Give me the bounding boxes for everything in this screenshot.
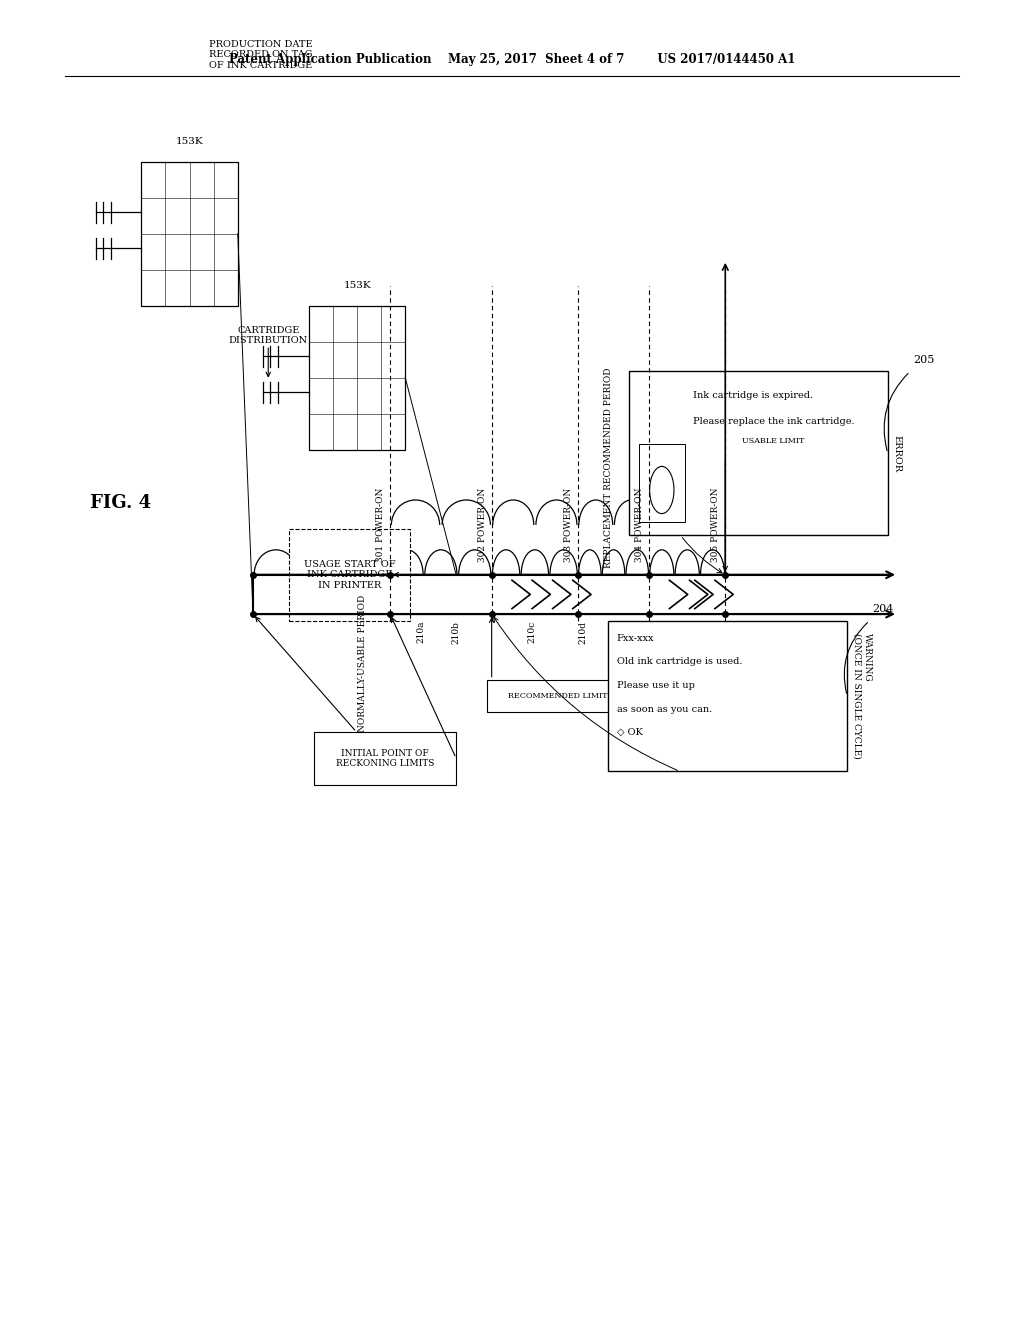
Text: as soon as you can.: as soon as you can. (616, 705, 712, 714)
Bar (314, 733, 456, 784)
Text: 210d: 210d (579, 620, 588, 644)
Text: 304 POWER-ON: 304 POWER-ON (635, 487, 644, 561)
Text: PRODUCTION DATE
RECORDED ON TAG
OF INK CARTRIDGE: PRODUCTION DATE RECORDED ON TAG OF INK C… (209, 40, 312, 70)
Text: 303 POWER-ON: 303 POWER-ON (564, 487, 573, 561)
Bar (486, 680, 629, 713)
Bar (608, 620, 847, 771)
Bar (357, 306, 406, 378)
Text: ERROR: ERROR (893, 434, 902, 473)
Text: WARNING
(ONCE IN SINGLE CYCLE): WARNING (ONCE IN SINGLE CYCLE) (852, 634, 871, 759)
Text: Old ink cartridge is used.: Old ink cartridge is used. (616, 657, 742, 667)
Text: 305 POWER-ON: 305 POWER-ON (712, 487, 720, 561)
Text: INITIAL POINT OF
RECKONING LIMITS: INITIAL POINT OF RECKONING LIMITS (336, 748, 434, 768)
Bar (720, 425, 826, 457)
Text: Please use it up: Please use it up (616, 681, 694, 690)
Text: Please replace the ink cartridge.: Please replace the ink cartridge. (693, 417, 854, 426)
Text: 301 POWER-ON: 301 POWER-ON (376, 487, 385, 561)
Text: NORMALLY-USABLE PERIOD: NORMALLY-USABLE PERIOD (357, 595, 367, 733)
Text: Fxx-xxx: Fxx-xxx (616, 634, 654, 643)
Text: Ink cartridge is expired.: Ink cartridge is expired. (693, 391, 813, 400)
Text: CARTRIDGE
DISTRIBUTION: CARTRIDGE DISTRIBUTION (228, 326, 308, 345)
Text: REPLACEMENT RECOMMENDED PERIOD: REPLACEMENT RECOMMENDED PERIOD (604, 368, 613, 568)
Bar (189, 161, 238, 234)
Text: 153K: 153K (343, 281, 371, 290)
Text: USABLE LIMIT: USABLE LIMIT (742, 437, 805, 445)
Bar (639, 444, 685, 523)
Text: 210b: 210b (452, 620, 461, 644)
Text: 210c: 210c (527, 620, 537, 643)
Text: ◇ OK: ◇ OK (616, 729, 642, 737)
Text: 153K: 153K (176, 137, 204, 145)
Bar (309, 306, 406, 450)
Text: 302 POWER-ON: 302 POWER-ON (477, 487, 486, 561)
Bar (629, 371, 888, 536)
Text: 204: 204 (872, 605, 894, 614)
Text: FIG. 4: FIG. 4 (90, 494, 152, 512)
Text: USAGE START OF
INK CARTRIDGE
IN PRINTER: USAGE START OF INK CARTRIDGE IN PRINTER (304, 560, 395, 590)
Bar (289, 529, 411, 620)
Text: 210a: 210a (416, 620, 425, 643)
Bar (141, 161, 238, 306)
Text: Patent Application Publication    May 25, 2017  Sheet 4 of 7        US 2017/0144: Patent Application Publication May 25, 2… (228, 53, 796, 66)
Text: RECOMMENDED LIMIT: RECOMMENDED LIMIT (508, 692, 607, 700)
Text: 205: 205 (913, 355, 935, 364)
